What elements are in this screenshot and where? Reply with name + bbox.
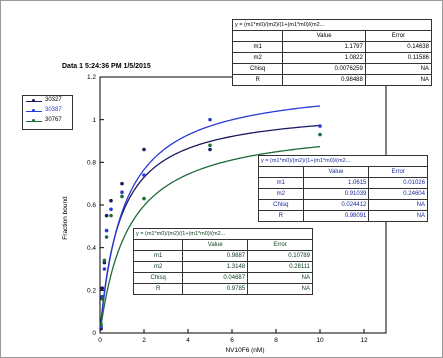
table-row: R 0.98091 NA (258, 210, 428, 222)
data-point-30387 (208, 117, 212, 122)
data-point-30767 (109, 213, 113, 218)
fit-equation: y = (m1*m0)/(m2)/(1+(m1*m0)/(m2... (133, 228, 313, 240)
data-point-30387 (102, 267, 107, 271)
x-tick-label: 4 (186, 337, 190, 344)
legend-item: 30387 (23, 106, 72, 116)
y-tick-label: 0 (92, 330, 96, 337)
data-point-30767 (100, 297, 104, 301)
fit-table-30387: y = (m1*m0)/(m2)/(1+(m1*m0)/(m2... Value… (231, 19, 433, 86)
fit-curve-30387 (99, 105, 321, 331)
data-point-30387 (318, 124, 322, 128)
table-row: m1 0.9887 0.10789 (132, 250, 313, 262)
legend: 30327 30387 30767 (22, 95, 73, 130)
data-point-30327 (104, 213, 109, 218)
x-tick-label: 6 (230, 337, 234, 344)
table-row: Chisq 0.024412 NA (258, 199, 428, 211)
y-tick-label: 1.2 (87, 74, 96, 81)
y-axis-label: Fraction bound (62, 196, 69, 240)
data-point-30767 (318, 132, 322, 137)
legend-label: 30387 (45, 107, 62, 113)
y-tick-label: 0.4 (87, 245, 96, 252)
table-row: m1 1.0615 0.01026 (258, 177, 428, 189)
fit-equation: y = (m1*m0)/(m2)/(1+(m1*m0)/(m2... (258, 155, 428, 167)
table-row: m1 1.1797 0.14638 (231, 41, 433, 53)
data-point-30387 (142, 173, 146, 177)
table-row: R 0.98488 NA (231, 74, 433, 86)
data-point-30767 (102, 258, 107, 263)
data-point-30387 (109, 207, 113, 212)
fit-equation: y = (m1*m0)/(m2)/(1+(m1*m0)/(m2... (232, 19, 432, 31)
table-row: m2 0.91039 0.24604 (258, 188, 428, 200)
table-row: Chisq 0.0076259 NA (231, 63, 433, 75)
data-point-30327 (120, 181, 124, 186)
table-row: R 0.9785 NA (132, 283, 313, 295)
data-points (99, 117, 322, 331)
legend-label: 30327 (45, 97, 62, 103)
x-tick-label: 12 (360, 337, 368, 344)
fit-table-30327: y = (m1*m0)/(m2)/(1+(m1*m0)/(m2... Value… (258, 155, 428, 222)
x-tick-label: 8 (274, 337, 278, 344)
table-row: Chisq 0.04687 NA (132, 272, 313, 284)
data-point-30327 (208, 147, 212, 152)
data-point-30767 (99, 322, 103, 327)
chart-title: Data 1 5:24:36 PM 1/5/2015 (62, 63, 151, 70)
x-tick-label: 10 (316, 337, 324, 344)
data-point-30327 (100, 286, 104, 291)
y-tick-label: 1 (92, 117, 96, 124)
data-point-30767 (120, 194, 124, 199)
fit-curve-30767 (99, 145, 321, 332)
data-point-30387 (120, 190, 124, 194)
data-point-30327 (142, 147, 146, 152)
legend-item: 30767 (23, 116, 72, 126)
data-point-30767 (142, 196, 146, 201)
fit-table-30767: y = (m1*m0)/(m2)/(1+(m1*m0)/(m2... Value… (132, 228, 313, 295)
table-row: m2 1.3148 0.28111 (132, 261, 313, 273)
legend-item: 30327 (23, 96, 72, 106)
x-tick-label: 2 (142, 337, 146, 344)
data-point-30327 (109, 198, 113, 203)
fit-curves (99, 105, 321, 332)
data-point-30387 (104, 228, 109, 233)
y-tick-label: 0.8 (87, 160, 96, 167)
y-tick-label: 0.6 (87, 202, 96, 209)
table-row: m2 1.0822 0.11586 (231, 52, 433, 64)
data-point-30767 (208, 143, 212, 148)
x-tick-label: 0 (98, 337, 102, 344)
data-point-30767 (104, 235, 109, 239)
x-axis-label: NV10F6 (nM) (225, 347, 264, 354)
legend-label: 30767 (45, 117, 62, 123)
y-tick-label: 0.2 (87, 288, 96, 295)
